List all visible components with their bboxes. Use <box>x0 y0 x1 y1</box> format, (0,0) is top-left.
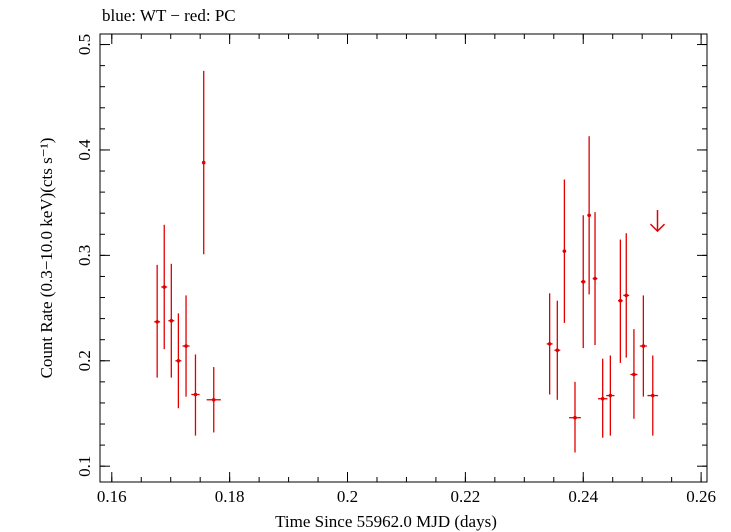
data-point <box>182 295 190 397</box>
data-point <box>597 358 608 438</box>
x-tick-label: 0.16 <box>97 487 127 506</box>
data-marker <box>593 276 597 281</box>
data-marker <box>555 348 560 353</box>
x-tick-label: 0.2 <box>337 487 358 506</box>
data-point <box>201 70 206 255</box>
data-marker <box>587 213 591 218</box>
data-point <box>623 233 630 358</box>
data-marker <box>155 319 159 324</box>
data-marker <box>562 249 567 253</box>
data-marker <box>193 392 198 397</box>
data-marker <box>618 298 623 303</box>
data-point <box>569 381 581 453</box>
y-tick-label: 0.4 <box>75 139 94 161</box>
data-marker <box>632 372 636 377</box>
data-point <box>618 239 623 363</box>
data-marker <box>581 279 586 284</box>
data-point <box>161 224 168 350</box>
x-tick-label: 0.18 <box>215 487 245 506</box>
data-point <box>587 136 591 295</box>
data-marker <box>176 358 181 363</box>
data-marker <box>547 342 552 346</box>
y-tick-label: 0.1 <box>75 456 94 477</box>
data-marks <box>154 70 666 453</box>
upper-limit-head <box>649 223 666 233</box>
data-point <box>154 264 161 378</box>
chart-title: blue: WT − red: PC <box>102 6 236 25</box>
data-marker <box>600 396 605 401</box>
data-marker <box>211 397 216 402</box>
upper-limit-arrow <box>649 210 666 233</box>
data-point <box>606 355 615 436</box>
data-marker <box>169 318 174 323</box>
data-point <box>562 179 567 323</box>
data-marker <box>650 393 655 398</box>
data-point <box>647 355 659 436</box>
data-marker <box>641 344 646 348</box>
y-axis-label: Count Rate (0.3−10.0 keV)(cts s⁻¹) <box>37 138 56 379</box>
data-marker <box>624 293 629 298</box>
y-tick-label: 0.3 <box>75 245 94 266</box>
axis-ticks: 0.16 0.18 0.2 0.22 0.24 0.26 0.1 0.2 0.3 0.4 0.5 <box>75 34 716 506</box>
x-tick-label: 0.24 <box>568 487 598 506</box>
data-marker <box>608 393 613 398</box>
x-tick-label: 0.26 <box>686 487 716 506</box>
y-tick-label: 0.2 <box>75 350 94 371</box>
y-tick-label: 0.5 <box>75 34 94 55</box>
x-tick-label: 0.22 <box>451 487 481 506</box>
data-marker <box>201 160 206 165</box>
data-marker <box>184 344 188 348</box>
plot-frame <box>99 33 708 483</box>
data-point <box>630 329 638 419</box>
data-point <box>175 313 182 409</box>
data-point <box>546 293 553 395</box>
data-point <box>191 354 200 436</box>
data-point <box>592 212 598 345</box>
data-point <box>554 300 561 400</box>
x-axis-label: Time Since 55962.0 MJD (days) <box>275 512 497 531</box>
data-point <box>639 295 647 397</box>
data-point <box>580 215 586 349</box>
data-marker <box>162 285 167 289</box>
data-point <box>206 367 221 433</box>
data-point <box>168 263 175 378</box>
data-marker <box>573 415 577 420</box>
